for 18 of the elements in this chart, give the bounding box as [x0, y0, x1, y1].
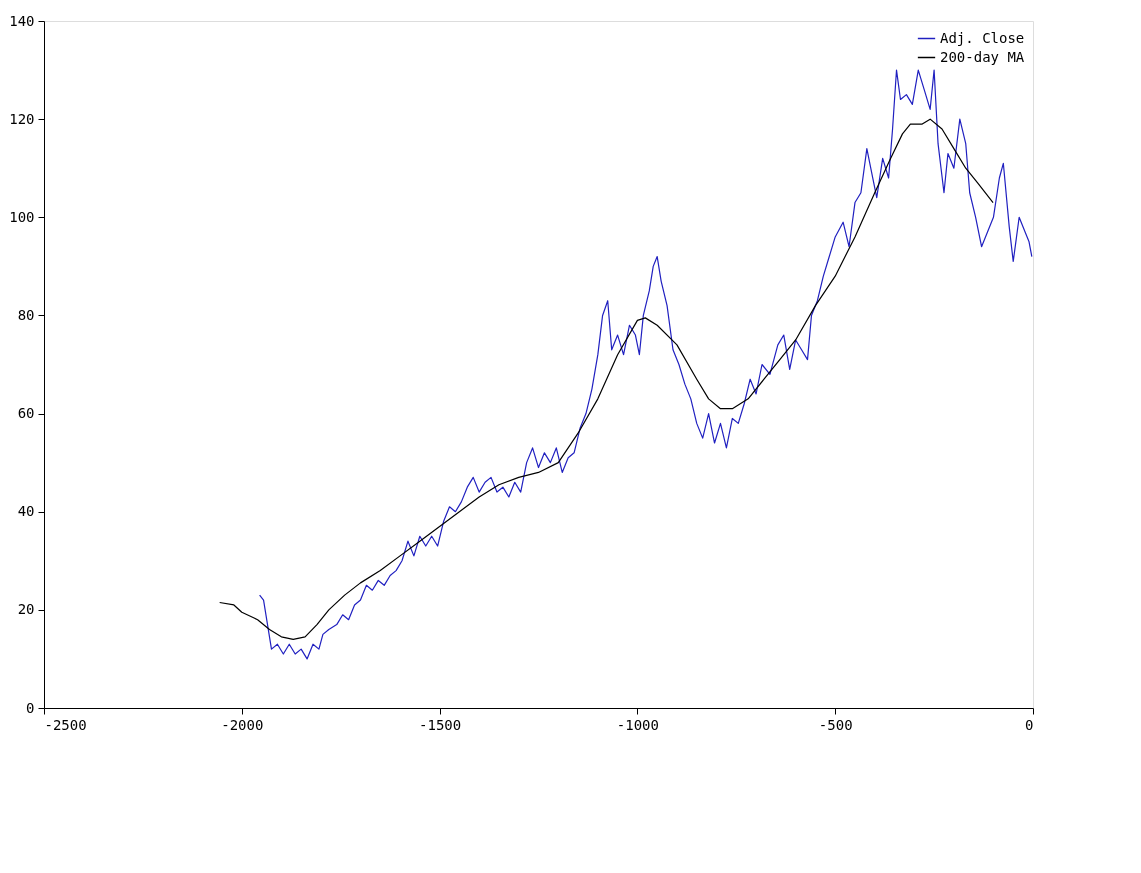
y-tick-label: 80	[17, 306, 35, 323]
line-series	[259, 69, 1033, 660]
y-tick-label: 0	[26, 699, 35, 716]
y-tick-label: 120	[9, 110, 35, 127]
y-tick-label: 140	[9, 12, 35, 29]
legend-label: Adj. Close	[940, 29, 1025, 46]
x-tick-label: -1500	[419, 716, 462, 733]
x-tick-label: 0	[1025, 716, 1034, 733]
y-tick-label: 100	[9, 208, 35, 225]
y-tick-label: 40	[17, 503, 35, 520]
legend-label: 200-day MA	[940, 48, 1025, 65]
y-tick-label: 60	[17, 405, 35, 422]
x-tick-label: -1000	[616, 716, 659, 733]
y-tick-label: 20	[17, 601, 35, 618]
x-tick-label: -2500	[44, 716, 87, 733]
x-tick-label: -2000	[221, 716, 264, 733]
x-tick-label: -500	[818, 716, 853, 733]
line-series	[219, 118, 994, 640]
